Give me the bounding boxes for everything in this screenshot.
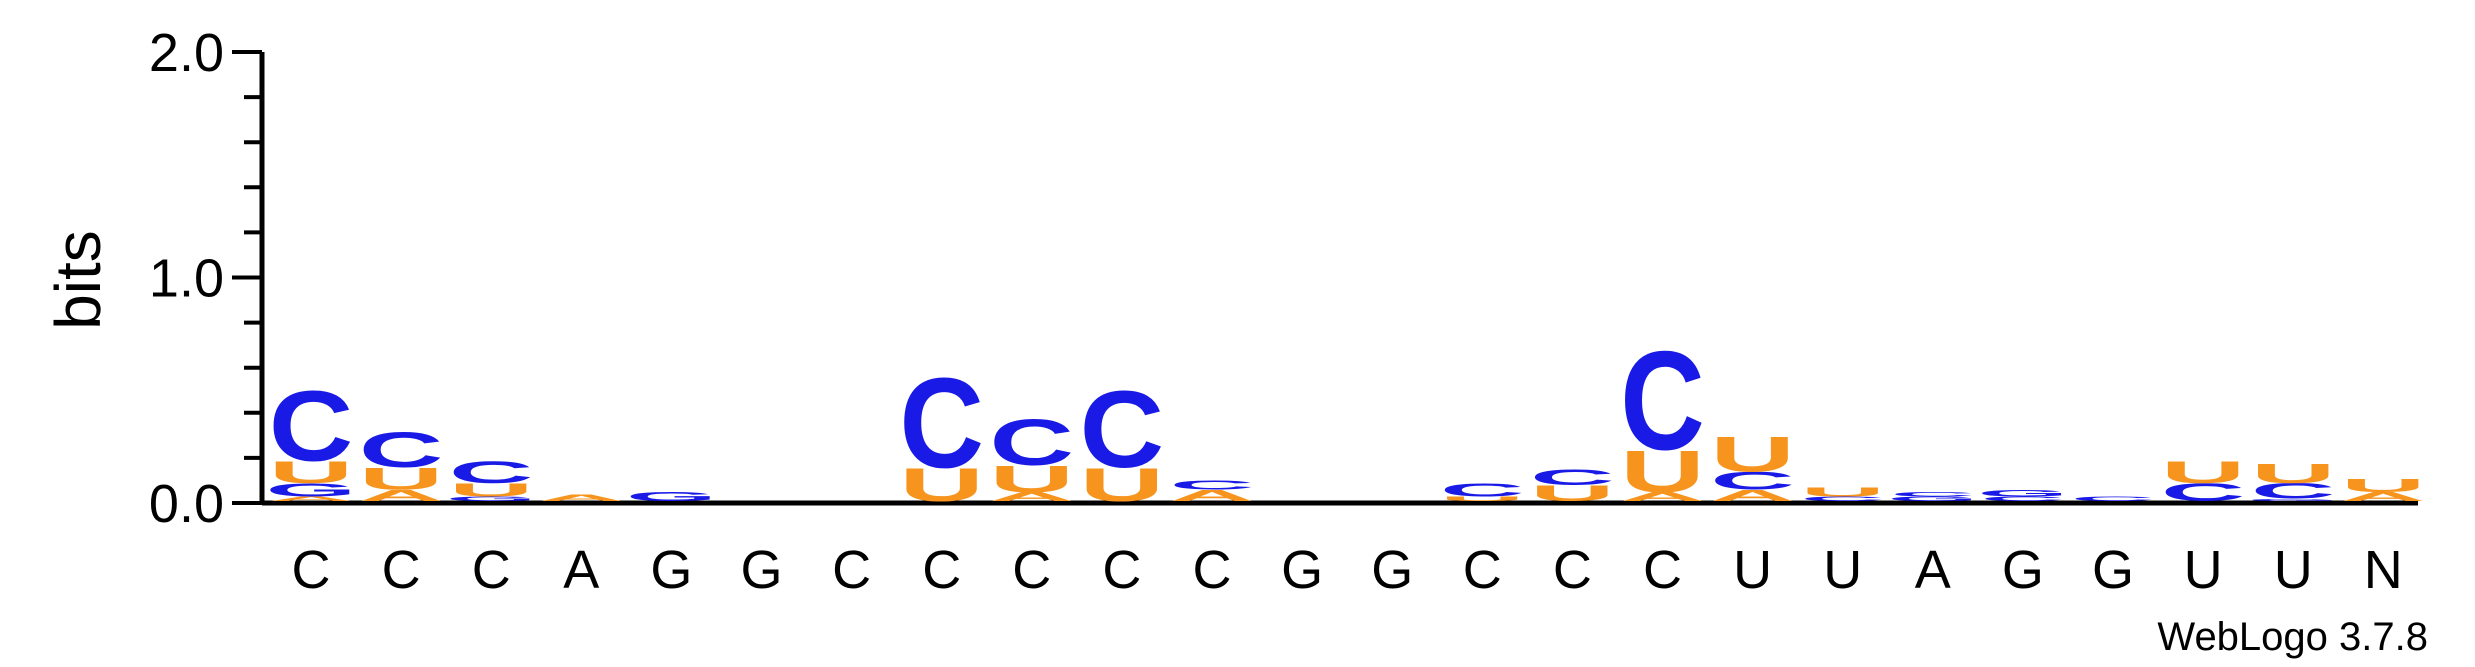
logo-letter-U: U bbox=[449, 479, 534, 500]
logo-letter-G: G bbox=[1977, 488, 2068, 499]
logo-letter-U: U bbox=[990, 458, 1075, 500]
logo-letter-C: C bbox=[1981, 495, 2066, 502]
logo-letter-C: C bbox=[1891, 491, 1976, 498]
logo-letter-G: G bbox=[2248, 498, 2339, 502]
position-label: A bbox=[1915, 540, 1951, 600]
logo-letter-U: U bbox=[359, 462, 444, 497]
logo-letter-C: C bbox=[1080, 369, 1165, 492]
y-ticks: 0.0 1.0 2.0 bbox=[149, 23, 262, 534]
logo-letter-A: A bbox=[269, 495, 354, 502]
position-label: C bbox=[1193, 540, 1232, 600]
logo-letter-C: C bbox=[269, 370, 354, 482]
logo-letter-A: A bbox=[359, 487, 444, 505]
position-label: U bbox=[1733, 540, 1772, 600]
logo-letter-C: C bbox=[1800, 495, 1885, 502]
logo-letter-U: U bbox=[269, 455, 354, 490]
position-label: C bbox=[922, 540, 961, 600]
position-label: C bbox=[382, 540, 421, 600]
logo-letter-A: A bbox=[1710, 487, 1795, 505]
logo-letter-C: C bbox=[1170, 478, 1255, 492]
position-label: N bbox=[2364, 540, 2403, 600]
logo-letter-U: U bbox=[2251, 458, 2336, 489]
logo-letter-C: C bbox=[2251, 479, 2336, 503]
y-tick-label: 1.0 bbox=[149, 249, 224, 309]
logo-letter-C: C bbox=[899, 352, 984, 495]
position-label: A bbox=[563, 540, 599, 600]
y-tick-label: 0.0 bbox=[149, 474, 224, 534]
logo-letter-C: C bbox=[359, 422, 444, 478]
position-label: G bbox=[650, 540, 692, 600]
y-tick-label: 2.0 bbox=[149, 23, 224, 83]
logo-letter-C: C bbox=[1440, 479, 1525, 500]
logo-letter-A: A bbox=[2341, 490, 2426, 504]
logo-letter-C: C bbox=[1710, 467, 1795, 495]
position-label: G bbox=[2002, 540, 2044, 600]
logo-letter-G: G bbox=[626, 490, 717, 504]
logo-letter-G: G bbox=[265, 479, 356, 500]
logo-letter-A: A bbox=[1620, 490, 1705, 504]
logo-letter-U: U bbox=[1530, 481, 1615, 505]
position-label: C bbox=[1012, 540, 1051, 600]
logo-letter-U: U bbox=[1440, 495, 1525, 502]
position-label: U bbox=[1823, 540, 1862, 600]
logo-letter-C: C bbox=[449, 455, 534, 490]
position-label: G bbox=[1281, 540, 1323, 600]
position-label: G bbox=[2092, 540, 2134, 600]
logo-letter-U: U bbox=[1080, 458, 1165, 511]
logo-letter-U: U bbox=[1710, 427, 1795, 483]
position-label: C bbox=[832, 540, 871, 600]
logo-letter-C: C bbox=[1530, 465, 1615, 489]
logo-letter-U: U bbox=[899, 458, 984, 511]
logo-letter-U: U bbox=[1620, 438, 1705, 505]
position-label: U bbox=[2274, 540, 2313, 600]
logo-letter-C: C bbox=[990, 406, 1075, 479]
logo-letter-U: U bbox=[2341, 475, 2426, 496]
logo-letter-G: G bbox=[446, 495, 537, 502]
logo-letter-G: G bbox=[1887, 495, 1978, 502]
logo-letter-U: U bbox=[2161, 455, 2246, 490]
position-label: C bbox=[1463, 540, 1502, 600]
logo-letter-U: U bbox=[1800, 485, 1885, 499]
y-axis-title: bits bbox=[42, 230, 114, 330]
position-label: C bbox=[1102, 540, 1141, 600]
logo-letter-C: C bbox=[2161, 478, 2246, 506]
position-label: C bbox=[292, 540, 331, 600]
logo-letter-A: A bbox=[990, 490, 1075, 504]
position-label: C bbox=[1553, 540, 1592, 600]
credit-label: WebLogo 3.7.8 bbox=[2157, 615, 2428, 659]
logo-letter-C: C bbox=[1620, 323, 1705, 480]
position-label: G bbox=[1371, 540, 1413, 600]
logo-letter-A: A bbox=[539, 493, 624, 504]
position-label: G bbox=[740, 540, 782, 600]
position-label: C bbox=[1643, 540, 1682, 600]
position-label: U bbox=[2184, 540, 2223, 600]
logo-letter-C: C bbox=[2071, 495, 2156, 502]
logo-letter-A: A bbox=[1170, 487, 1255, 505]
position-label: C bbox=[472, 540, 511, 600]
